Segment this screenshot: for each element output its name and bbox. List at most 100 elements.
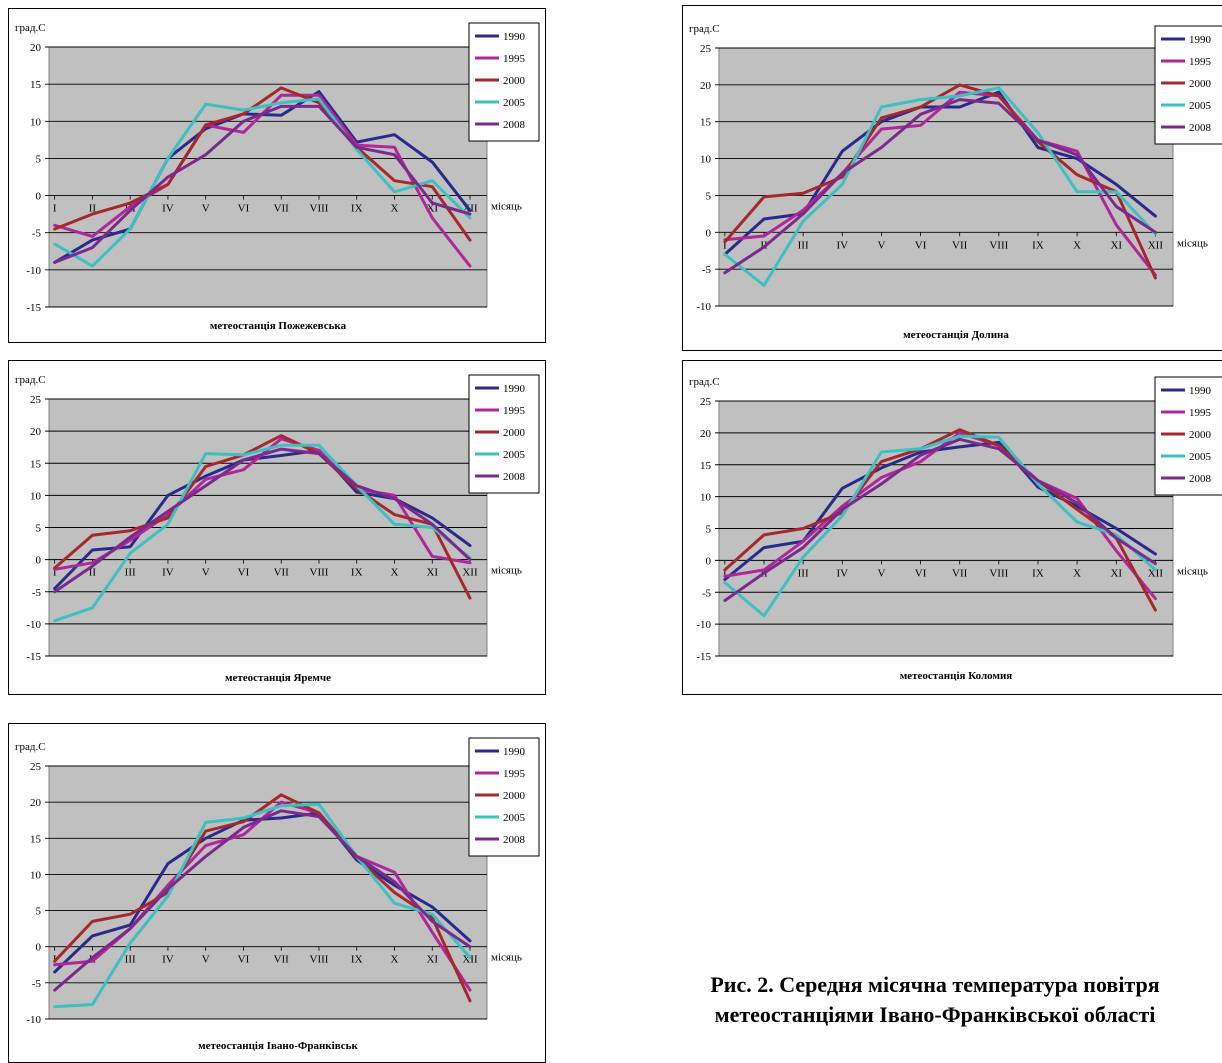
chart2-x-tick-label: IV — [836, 239, 848, 251]
chart4-y-axis-label: град.С — [689, 376, 720, 388]
chart5-x-tick-label: XII — [462, 954, 478, 966]
chart4-x-tick-label: I — [723, 567, 727, 579]
chart1-series-2005 — [53, 97, 472, 268]
chart5-y-tick-label: 25 — [30, 761, 42, 773]
chart3-y-tick-label: 10 — [30, 490, 42, 502]
chart-panel-dolyna: -10 -5 0 5 10 15 20 25 град.С I II III IV V VI VII VIII I… — [682, 5, 1222, 351]
chart1-title: метеостанція Пожежевська — [210, 320, 347, 332]
chart5-series-2005 — [53, 802, 472, 1009]
chart3-y-tick-label: 0 — [36, 555, 42, 567]
chart3-y-tick-label: 5 — [36, 523, 42, 535]
chart4-y-tick-label: 5 — [706, 524, 712, 536]
chart2-legend-entry: 2008 — [1189, 122, 1212, 134]
chart3-legend-entry: 2005 — [503, 449, 526, 461]
chart2-legend-entry: 1990 — [1189, 34, 1212, 46]
chart5-y-tick-label: 0 — [36, 942, 42, 954]
chart2-y-tick-label: 20 — [700, 80, 712, 92]
chart3-x-tick-label: VI — [238, 567, 250, 579]
chart1-legend — [468, 22, 540, 142]
chart4-y-tick-label: 20 — [700, 428, 712, 440]
chart3-y-tick-label: -10 — [26, 619, 41, 631]
chart5-legend-entry: 2005 — [503, 812, 526, 824]
chart3-series-2005 — [53, 443, 472, 623]
chart1-x-tick-label: IX — [351, 203, 363, 215]
chart1-x-tick-label: VII — [274, 203, 290, 215]
chart3-x-tick-label: XII — [462, 567, 478, 579]
chart1-y-tick-label: 0 — [36, 191, 42, 203]
chart1-y-tick-label: 5 — [36, 153, 42, 165]
chart5-series-2008 — [53, 809, 472, 992]
chart4-y-tick-label: 10 — [700, 492, 712, 504]
chart3-y-axis-label: град.С — [15, 374, 46, 386]
chart1-x-tick-label: XI — [426, 203, 438, 215]
chart2-x-tick-label: XI — [1110, 239, 1122, 251]
chart1-legend-entry: 1995 — [503, 53, 526, 65]
chart4-series-2005 — [723, 434, 1157, 618]
chart1-legend-entry: 2008 — [503, 119, 526, 131]
chart1-legend-entry: 1990 — [503, 31, 526, 43]
chart1-y-tick-label: 10 — [30, 116, 42, 128]
chart4-x-tick-label: XII — [1148, 567, 1164, 579]
chart1-x-tick-label: V — [202, 203, 210, 215]
chart2-legend-entry: 2005 — [1189, 100, 1212, 112]
chart4-series-2008 — [723, 437, 1157, 602]
chart5-legend-entry: 1990 — [503, 746, 526, 758]
chart4-series-2000 — [723, 428, 1157, 612]
chart2-series-2005 — [723, 86, 1157, 287]
figure-caption-line1: Рис. 2. Середня місячна температура пові… — [710, 972, 1160, 997]
chart5-x-tick-label: VIII — [310, 954, 329, 966]
chart1-x-tick-label: X — [391, 203, 399, 215]
chart4-title: метеостанція Коломия — [900, 670, 1013, 682]
chart3-y-tick-label: -5 — [32, 587, 42, 599]
chart1-y-tick-label: 15 — [30, 79, 42, 91]
chart1-x-tick-label: VIII — [310, 203, 329, 215]
chart4-y-tick-label: -5 — [702, 587, 712, 599]
chart4-legend-entry: 2005 — [1189, 451, 1212, 463]
chart2-y-tick-label: 15 — [700, 117, 712, 129]
chart2-y-tick-label: 10 — [700, 154, 712, 166]
chart5-series-2000 — [53, 793, 472, 1003]
chart5-legend-entry: 2000 — [503, 790, 526, 802]
chart4-legend-entry: 2000 — [1189, 429, 1212, 441]
chart5-y-tick-label: -10 — [26, 1014, 41, 1026]
chart3-x-tick-label: X — [391, 567, 399, 579]
chart5-x-axis-label: місяць — [491, 952, 522, 964]
chart3-x-tick-label: XI — [426, 567, 438, 579]
chart5-legend-entry: 1995 — [503, 768, 526, 780]
chart2-x-tick-label: V — [877, 239, 885, 251]
chart5-legend-entry: 2008 — [503, 834, 526, 846]
chart4-x-tick-label: IV — [836, 567, 848, 579]
chart3-x-tick-label: VII — [274, 567, 290, 579]
chart4-y-tick-label: 15 — [700, 460, 712, 472]
chart3-series-2000 — [53, 434, 472, 600]
chart4-y-tick-label: 0 — [706, 555, 712, 567]
chart5-x-tick-label: IX — [351, 954, 363, 966]
chart4-x-tick-label: III — [798, 567, 809, 579]
chart3-x-tick-label: III — [125, 567, 136, 579]
chart5-x-tick-label: VI — [238, 954, 250, 966]
chart1-x-tick-label: II — [89, 203, 97, 215]
chart1-legend-entry: 2000 — [503, 75, 526, 87]
chart2-x-tick-label: XII — [1148, 239, 1164, 251]
chart3-y-tick-label: 15 — [30, 458, 42, 470]
chart4-x-tick-label: IX — [1032, 567, 1044, 579]
chart4-x-tick-label: XI — [1110, 567, 1122, 579]
chart1-series-2000 — [53, 86, 472, 242]
chart4-y-tick-label: -10 — [696, 619, 711, 631]
chart2-x-tick-label: III — [798, 239, 809, 251]
chart4-legend-entry: 1995 — [1189, 407, 1212, 419]
chart5-x-tick-label: X — [391, 954, 399, 966]
chart-panel-pozhezhevska: -15 -10 -5 0 5 10 15 20 град.С I II III IV V VI VII VIII… — [8, 8, 546, 343]
chart2-series-2008 — [723, 98, 1157, 275]
chart3-y-tick-label: -15 — [26, 651, 41, 663]
chart5-legend — [468, 737, 540, 857]
chart5-y-tick-label: 5 — [36, 906, 42, 918]
chart5-x-tick-label: V — [202, 954, 210, 966]
chart4-x-axis-label: місяць — [1177, 565, 1208, 577]
chart2-legend-entry: 2000 — [1189, 78, 1212, 90]
chart5-x-tick-label: III — [125, 954, 136, 966]
chart3-title: метеостанція Яремче — [225, 672, 331, 684]
chart5-x-tick-label: XI — [426, 954, 438, 966]
